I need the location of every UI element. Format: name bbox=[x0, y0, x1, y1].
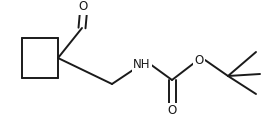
Text: O: O bbox=[167, 104, 177, 117]
Text: NH: NH bbox=[133, 58, 151, 71]
Text: O: O bbox=[78, 1, 88, 14]
Text: O: O bbox=[194, 54, 204, 67]
